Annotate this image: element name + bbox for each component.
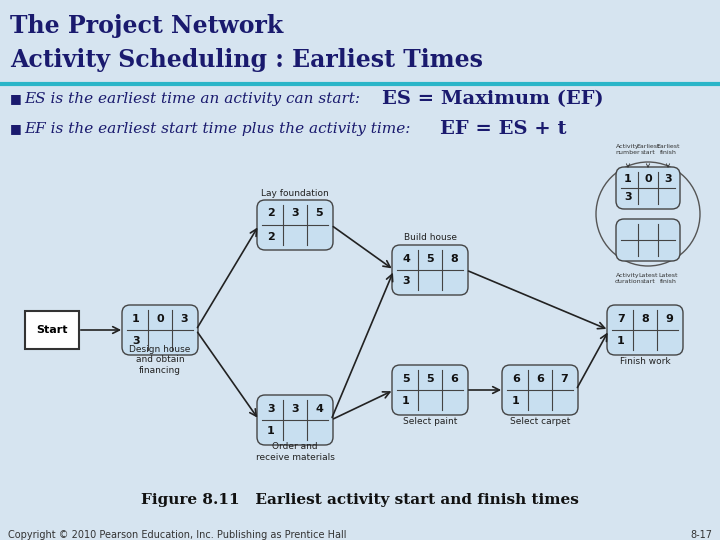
Text: 9: 9 [665,314,673,323]
Text: Activity Scheduling : Earliest Times: Activity Scheduling : Earliest Times [10,48,483,72]
Text: Latest
start: Latest start [638,273,658,284]
Text: EF = ES + t: EF = ES + t [440,120,567,138]
Text: Latest
finish: Latest finish [658,273,678,284]
FancyBboxPatch shape [616,167,680,209]
Text: 8: 8 [450,253,458,264]
Text: 8-17: 8-17 [690,530,712,540]
Text: Earliest
start: Earliest start [636,144,660,155]
Text: Activity
duration: Activity duration [615,273,642,284]
Text: 1: 1 [402,396,410,407]
Text: 1: 1 [132,314,140,323]
Text: 2: 2 [267,232,275,241]
FancyBboxPatch shape [122,305,198,355]
Text: 2: 2 [267,208,275,219]
FancyBboxPatch shape [392,245,468,295]
FancyBboxPatch shape [502,365,578,415]
Text: 3: 3 [180,314,188,323]
Text: 5: 5 [402,374,410,383]
Text: 5: 5 [426,253,434,264]
Text: Copyright © 2010 Pearson Education, Inc. Publishing as Prentice Hall: Copyright © 2010 Pearson Education, Inc.… [8,530,346,540]
Text: The Project Network: The Project Network [10,14,283,38]
Text: 3: 3 [291,208,299,219]
Text: Activity
number: Activity number [616,144,640,155]
Text: 8: 8 [641,314,649,323]
FancyBboxPatch shape [616,219,680,261]
Text: 6: 6 [512,374,520,383]
Text: 1: 1 [617,336,625,347]
Text: 3: 3 [267,403,275,414]
Text: 7: 7 [560,374,568,383]
Text: 4: 4 [402,253,410,264]
Text: Select carpet: Select carpet [510,417,570,427]
Text: 3: 3 [132,336,140,347]
Text: 7: 7 [617,314,625,323]
Text: 4: 4 [315,403,323,414]
Text: 3: 3 [624,192,632,202]
Text: Lay foundation: Lay foundation [261,188,329,198]
Text: ES is the earliest time an activity can start:: ES is the earliest time an activity can … [24,92,370,106]
Text: 1: 1 [512,396,520,407]
Text: Earliest
finish: Earliest finish [656,144,680,155]
FancyBboxPatch shape [25,311,79,349]
Text: Start: Start [36,325,68,335]
Text: 5: 5 [315,208,323,219]
Text: 0: 0 [644,173,652,184]
FancyBboxPatch shape [607,305,683,355]
Text: 0: 0 [156,314,164,323]
Text: EF is the earliest start time plus the activity time:: EF is the earliest start time plus the a… [24,122,420,136]
Text: 6: 6 [536,374,544,383]
Text: Build house: Build house [403,233,456,242]
Text: 1: 1 [624,173,632,184]
Text: Finish work: Finish work [620,357,670,367]
Text: ■: ■ [10,92,22,105]
Text: 5: 5 [426,374,434,383]
Text: 3: 3 [291,403,299,414]
Text: 1: 1 [267,427,275,436]
Text: ■: ■ [10,122,22,135]
FancyBboxPatch shape [257,200,333,250]
Text: Select paint: Select paint [402,417,457,427]
FancyBboxPatch shape [257,395,333,445]
Text: Order and
receive materials: Order and receive materials [256,442,334,462]
Text: ES = Maximum (EF): ES = Maximum (EF) [382,90,603,108]
Text: Figure 8.11   Earliest activity start and finish times: Figure 8.11 Earliest activity start and … [141,493,579,507]
FancyBboxPatch shape [392,365,468,415]
Text: 6: 6 [450,374,458,383]
Text: Design house
and obtain
financing: Design house and obtain financing [130,345,191,375]
Text: 3: 3 [402,276,410,287]
Text: 3: 3 [664,173,672,184]
